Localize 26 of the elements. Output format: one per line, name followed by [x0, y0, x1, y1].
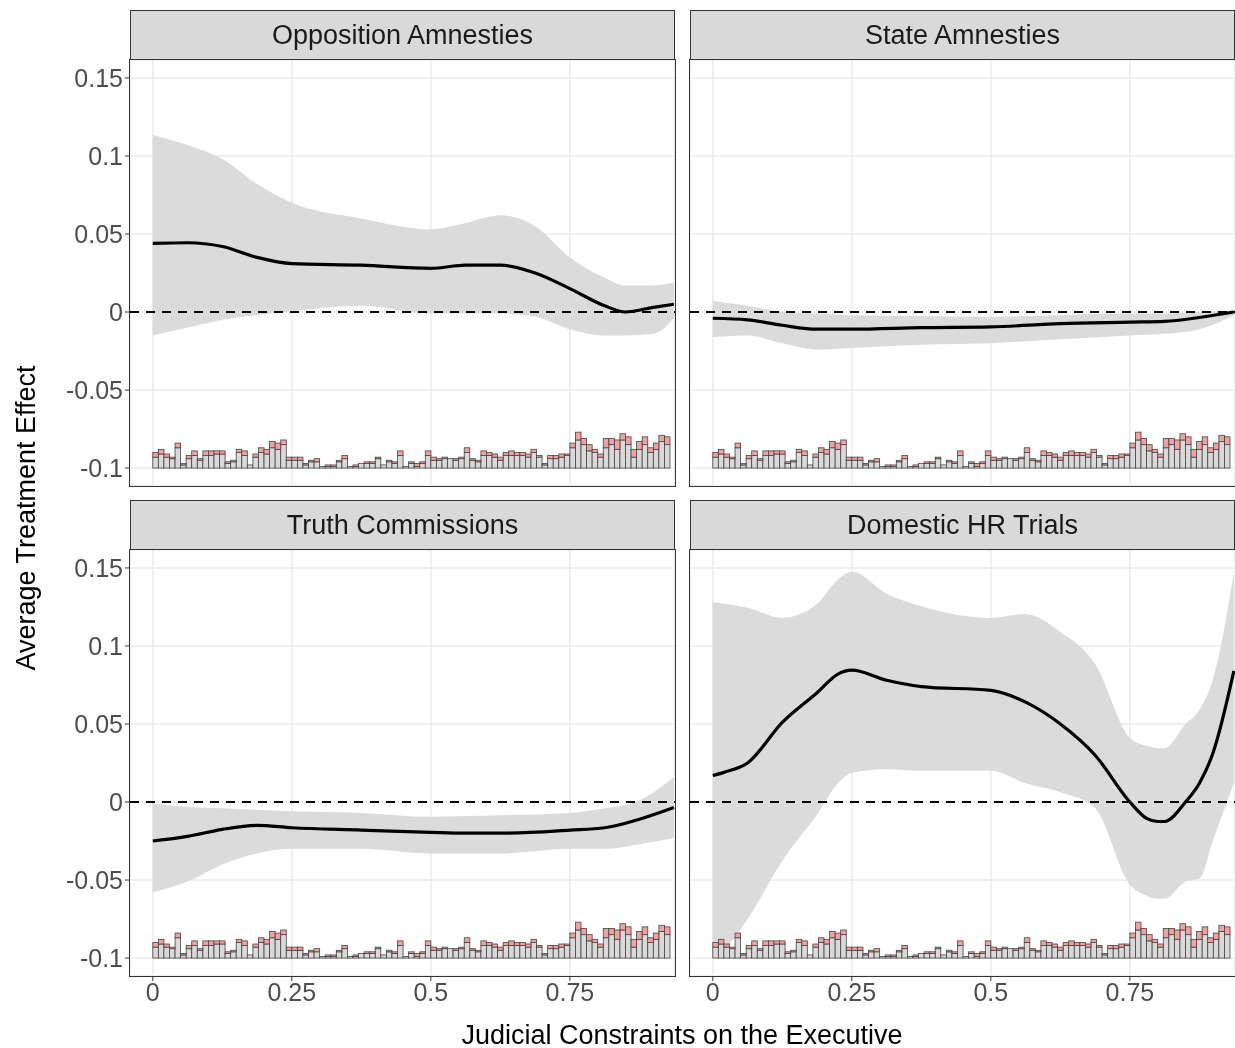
y-tick-label: 0	[109, 787, 123, 816]
x-tick-label: 0.25	[827, 977, 877, 1006]
x-tick-label: 0.25	[267, 977, 317, 1006]
x-tick-label: 0.75	[1105, 977, 1155, 1006]
y-axis-title: Average Treatment Effect	[10, 365, 42, 671]
y-tick-label: -0.05	[66, 375, 123, 404]
chart-title: Truth Commissions	[286, 509, 519, 541]
y-tick-label: -0.05	[66, 865, 123, 894]
x-tick-label: 0.5	[973, 977, 1009, 1006]
y-tick-label: -0.1	[79, 943, 123, 972]
chart-title: Domestic HR Trials	[846, 509, 1079, 541]
x-tick-label: 0.75	[545, 977, 595, 1006]
y-tick-label: -0.1	[79, 453, 123, 482]
y-tick-label: 0.05	[74, 709, 123, 738]
y-tick-label: 0	[109, 297, 123, 326]
y-tick-label: 0.15	[74, 63, 123, 92]
x-tick-label: 0	[705, 977, 720, 1006]
y-tick-label: 0.05	[74, 219, 123, 248]
x-tick-label: 0.5	[413, 977, 449, 1006]
x-tick-label: 0	[145, 977, 160, 1006]
chart-title: State Amnesties	[864, 19, 1061, 51]
y-tick-label: 0.1	[88, 141, 123, 170]
x-axis-title: Judicial Constraints on the Executive	[461, 1019, 903, 1048]
y-tick-label: 0.1	[88, 631, 123, 660]
y-tick-label: 0.15	[74, 553, 123, 582]
chart-title: Opposition Amnesties	[271, 19, 534, 51]
